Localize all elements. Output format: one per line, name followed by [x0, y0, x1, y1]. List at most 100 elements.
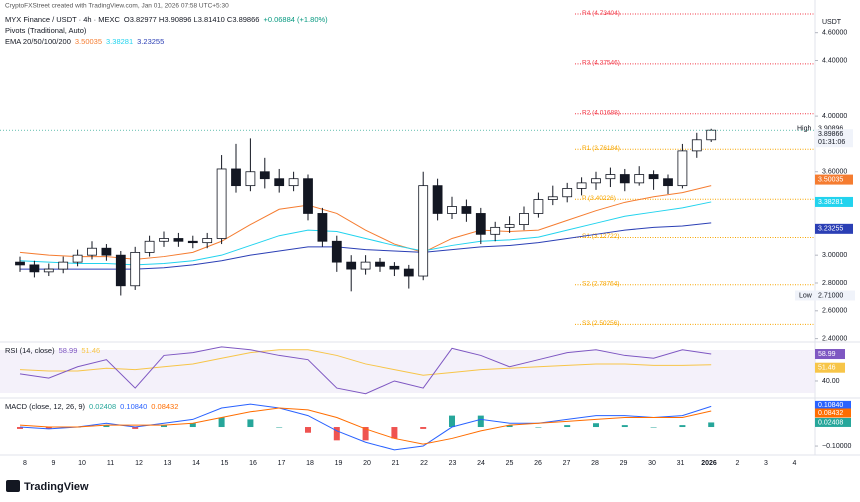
x-tick-label: 13: [164, 460, 172, 467]
countdown: 01:31:06: [818, 139, 845, 146]
macd-bar: [506, 425, 513, 428]
candle-body: [159, 238, 169, 242]
macd-bar: [477, 415, 484, 428]
macd-line: [19, 403, 712, 451]
x-tick-label: 12: [135, 460, 143, 467]
pivot-label: P (3.40226): [582, 195, 616, 202]
logo-icon: [6, 480, 20, 492]
candle-body: [706, 129, 717, 141]
price-box-label: 3.38281: [818, 199, 843, 206]
candle-body: [187, 240, 198, 244]
candle-body: [389, 265, 400, 270]
candle-body: [202, 238, 213, 244]
macd-bar: [103, 425, 110, 428]
candle-body: [317, 213, 328, 242]
ema-value: 3.50035: [75, 37, 102, 46]
rsi-ma-value: 51.46: [81, 346, 100, 355]
candle-body: [461, 206, 472, 214]
rsi-line: [19, 346, 712, 395]
low-bg: [795, 290, 855, 301]
signal-value: 0.08432: [151, 402, 178, 411]
candle-body: [331, 240, 342, 263]
candle-body: [288, 178, 299, 187]
ema-legend: EMA 20/50/100/200 3.50035 3.38281 3.23255: [5, 37, 164, 46]
y-tick-label: 2.40000: [822, 335, 847, 342]
x-tick-label: 19: [335, 460, 343, 467]
rsi-line: [19, 349, 712, 376]
macd-tick-label: −0.10000: [822, 443, 851, 450]
x-tick-label: 31: [677, 460, 685, 467]
pivot-label: S3 (2.50256): [582, 320, 620, 327]
macd-box: [815, 408, 851, 418]
x-tick-label: 25: [506, 460, 514, 467]
pivot-label: R4 (4.73404): [582, 10, 620, 17]
low-value: 2.71000: [818, 292, 843, 299]
candle-body: [72, 254, 83, 263]
x-tick-label: 9: [52, 460, 56, 467]
macd-bar: [535, 427, 542, 428]
candle-body: [130, 251, 141, 287]
macd-bar: [708, 422, 715, 428]
x-tick-label: 3: [764, 460, 768, 467]
rsi-tick-label: 40.00: [822, 378, 840, 385]
candle-body: [605, 174, 616, 180]
macd-bar: [449, 415, 455, 428]
candle-body: [375, 261, 385, 267]
price-box-label: 3.50035: [818, 176, 843, 183]
macd-bar: [189, 423, 196, 428]
currency: USDT: [822, 19, 842, 26]
price-box-label: 3.23255: [818, 226, 843, 233]
x-tick-label: 14: [192, 460, 200, 467]
high-label: High: [797, 126, 812, 133]
candle-body: [360, 261, 371, 270]
x-tick-label: 4: [793, 460, 797, 467]
rsi-title: RSI (14, close): [5, 346, 55, 355]
close-value: 3.89866: [818, 131, 843, 138]
candle-body: [259, 171, 270, 180]
close-box: [815, 129, 853, 148]
credit: CryptoFXStreet created with TradingView.…: [5, 3, 229, 10]
macd-title: MACD (close, 12, 26, 9): [5, 402, 86, 411]
candle-body: [58, 261, 69, 270]
macd-bar: [362, 427, 369, 441]
pivot-label: S1 (3.12722): [582, 233, 620, 240]
candle-body: [231, 168, 241, 187]
candle-body: [173, 238, 184, 242]
rsi-box-label: 58.99: [818, 351, 836, 358]
symbol-line: MYX Finance / USDT · 4h · MEXC O3.82977 H…: [5, 15, 328, 24]
macd-bar: [679, 425, 686, 428]
low-label: Low: [799, 292, 813, 299]
ema-value: 3.38281: [106, 37, 133, 46]
rsi-band: [0, 350, 815, 393]
rsi-box: [815, 362, 845, 373]
candle-body: [648, 174, 659, 180]
x-tick-label: 10: [78, 460, 86, 467]
y-tick-label: 2.60000: [822, 308, 847, 315]
candle-body: [245, 171, 256, 187]
x-tick-label: 17: [278, 460, 286, 467]
candle-body: [303, 178, 313, 214]
macd-bar: [247, 419, 254, 428]
candle-body: [403, 268, 414, 277]
x-tick-label: 8: [23, 460, 27, 467]
macd-legend: MACD (close, 12, 26, 9) 0.02408 0.10840 0.0…: [5, 402, 178, 411]
candle-body: [43, 268, 54, 273]
ema-title: EMA 20/50/100/200: [5, 37, 71, 46]
macd-bar: [420, 427, 427, 429]
y-tick-label: 4.00000: [822, 113, 847, 120]
logo-text: TradingView: [24, 481, 89, 493]
rsi-value: 58.99: [59, 346, 78, 355]
candle-body: [547, 196, 558, 200]
hist-value: 0.02408: [89, 402, 116, 411]
macd-bar: [391, 427, 398, 439]
macd-box: [815, 417, 851, 427]
macd-bar: [593, 423, 599, 428]
macd-bar: [45, 427, 52, 429]
x-tick-label: 23: [449, 460, 457, 467]
macd-bar: [276, 427, 283, 428]
pivot-label: R2 (4.01688): [582, 109, 620, 116]
price-box: [815, 196, 853, 207]
macd-box-label: 0.02408: [818, 419, 843, 426]
